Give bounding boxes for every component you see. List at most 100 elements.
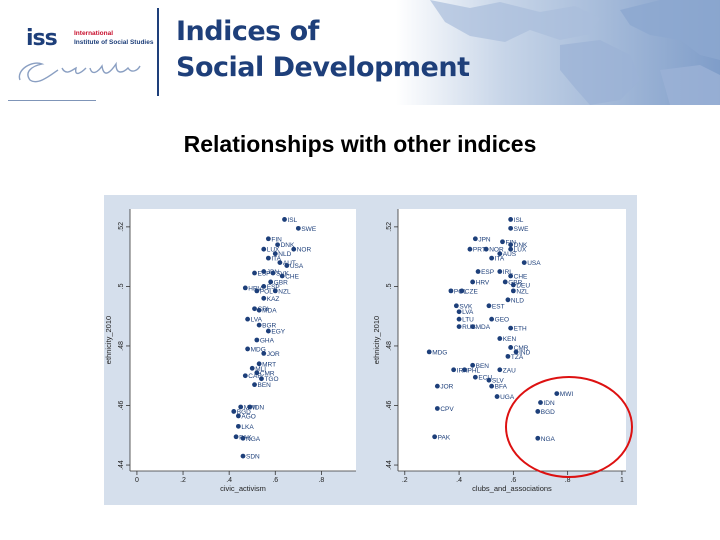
data-point-label: BFA xyxy=(495,384,508,391)
data-point-label: KEN xyxy=(503,336,517,343)
data-point-label: NZL xyxy=(278,288,291,295)
data-point-label: LUX xyxy=(267,247,280,254)
data-point xyxy=(254,288,260,294)
data-point-label: BGD xyxy=(237,409,251,416)
data-point xyxy=(502,279,508,285)
y-tick-label: .48 xyxy=(386,341,393,351)
data-point-label: MWI xyxy=(560,391,574,398)
data-point-label: BGR xyxy=(262,323,276,330)
data-point-label: ISL xyxy=(288,217,298,224)
data-point xyxy=(256,307,262,313)
data-point-label: DNK xyxy=(514,242,528,249)
data-point-label: LVA xyxy=(251,317,263,324)
y-tick-label: .44 xyxy=(386,460,393,470)
data-point xyxy=(508,242,514,248)
slide-title: Relationships with other indices xyxy=(183,131,537,157)
data-point xyxy=(470,324,476,330)
data-point xyxy=(489,316,495,322)
data-point xyxy=(268,279,274,285)
x-tick-label: 1 xyxy=(620,477,624,484)
data-point xyxy=(252,382,257,388)
y-tick-label: .52 xyxy=(386,222,393,232)
data-point xyxy=(432,434,438,440)
data-point-label: NOR xyxy=(489,247,504,254)
data-point-label: SDN xyxy=(246,454,260,461)
data-point xyxy=(261,246,267,252)
data-point-label: SVK xyxy=(459,303,473,310)
data-point-label: CHE xyxy=(285,273,299,280)
data-point xyxy=(279,273,285,279)
data-point-label: KAZ xyxy=(267,296,280,303)
y-axis-title: ethnicity_2010 xyxy=(104,316,113,364)
data-point xyxy=(456,309,462,315)
data-point-label: EST xyxy=(492,303,505,310)
data-point xyxy=(470,279,476,285)
data-point-label: MDG xyxy=(251,346,266,353)
data-point-label: HRV xyxy=(476,279,490,286)
data-point-label: IND xyxy=(519,349,531,356)
data-point xyxy=(472,236,478,242)
x-tick-label: .4 xyxy=(456,477,462,484)
data-point-label: GHA xyxy=(260,338,275,345)
data-point xyxy=(434,383,440,389)
data-point xyxy=(254,337,260,343)
data-point-label: ITA xyxy=(271,256,281,263)
data-point xyxy=(242,373,248,379)
data-point-label: UGA xyxy=(500,394,515,401)
data-point-label: ITA xyxy=(495,256,505,263)
data-point xyxy=(538,400,543,405)
world-map-background xyxy=(0,0,720,105)
data-point-label: IDN xyxy=(253,404,265,411)
data-point xyxy=(252,306,257,312)
iss-logo: iss International Institute of Social St… xyxy=(8,8,158,100)
header-title-line1: Indices of xyxy=(176,16,319,47)
data-point-label: ECU xyxy=(478,375,492,382)
data-point-label: NGA xyxy=(246,436,261,443)
data-point xyxy=(497,269,503,274)
data-point xyxy=(265,328,271,334)
data-point xyxy=(261,350,267,356)
data-point xyxy=(265,236,271,242)
data-point xyxy=(245,346,251,352)
data-point xyxy=(453,303,459,309)
data-point xyxy=(231,409,237,414)
data-point-label: ETH xyxy=(514,326,527,333)
data-point-label: PRT xyxy=(473,247,486,254)
data-point xyxy=(259,376,264,382)
data-point xyxy=(497,367,503,373)
data-point xyxy=(456,324,462,330)
data-point xyxy=(245,316,251,322)
data-point xyxy=(456,316,462,322)
data-point-label: TGO xyxy=(264,376,278,383)
data-point xyxy=(470,362,476,368)
data-point xyxy=(475,269,481,274)
x-tick-label: .2 xyxy=(402,477,408,484)
data-point-label: JPN xyxy=(478,236,491,243)
data-point xyxy=(261,284,267,289)
data-point-label: GEO xyxy=(495,317,509,324)
data-point-label: CZE xyxy=(465,288,479,295)
x-axis-title: clubs_and_associations xyxy=(472,484,552,493)
data-point-label: HRV xyxy=(248,285,262,292)
data-point xyxy=(462,367,467,373)
data-point xyxy=(275,242,280,248)
data-point xyxy=(508,225,514,231)
data-point-label: GBR xyxy=(508,279,522,286)
x-tick-label: .2 xyxy=(180,477,186,484)
y-axis-title: ethnicity_2010 xyxy=(372,316,381,364)
data-point xyxy=(451,367,457,373)
erasmus-signature-logo xyxy=(18,61,141,83)
data-point-label: SLV xyxy=(492,378,504,385)
data-point xyxy=(256,322,262,328)
data-point-label: MDA xyxy=(262,308,277,315)
x-tick-label: .4 xyxy=(226,477,232,484)
data-point-label: NLD xyxy=(278,251,291,258)
data-point-label: CPV xyxy=(440,406,454,413)
data-point-label: ESP xyxy=(267,284,280,291)
data-point-label: POL xyxy=(260,288,273,295)
data-point xyxy=(272,288,278,294)
highlight-ellipse xyxy=(505,376,633,478)
data-point xyxy=(535,435,541,441)
data-point xyxy=(483,246,489,252)
data-point xyxy=(513,349,519,355)
